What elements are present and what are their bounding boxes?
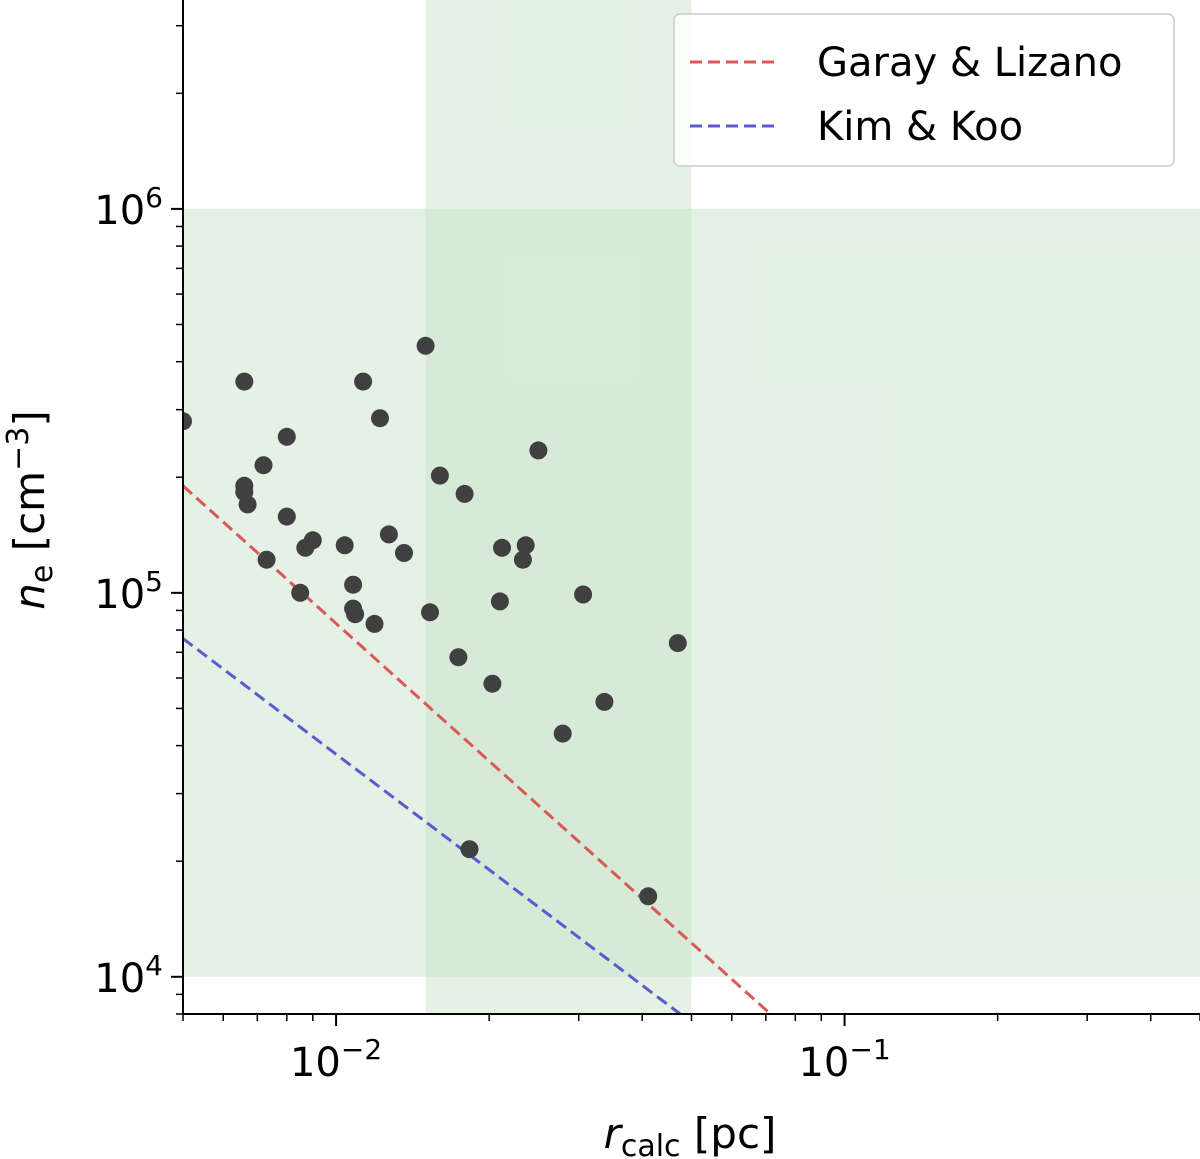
data-point	[354, 372, 373, 391]
data-point	[421, 603, 439, 622]
data-point	[303, 531, 322, 550]
data-point	[595, 692, 614, 711]
data-point	[416, 336, 435, 355]
vertical-span-region	[425, 0, 692, 1014]
x-tick-label: 10−1	[798, 1033, 890, 1086]
data-point	[277, 507, 296, 526]
model-line-1	[183, 484, 772, 1014]
data-point	[277, 427, 296, 446]
data-point	[483, 674, 502, 693]
data-point	[553, 724, 572, 743]
legend-box	[673, 13, 1175, 167]
data-point	[449, 648, 468, 667]
y-tick-label: 105	[94, 565, 163, 618]
data-point	[235, 372, 254, 391]
y-axis-label: ne [cm−3]	[1, 410, 60, 609]
data-point	[668, 634, 687, 653]
data-point	[395, 544, 413, 562]
data-point	[430, 466, 449, 485]
x-tick-label: 10−2	[290, 1033, 382, 1086]
data-point	[346, 605, 365, 624]
data-point	[513, 550, 532, 569]
data-point	[493, 538, 511, 557]
legend-label: Kim & Koo	[817, 104, 1023, 150]
data-point	[365, 614, 384, 633]
data-point	[254, 456, 273, 475]
x-axis-label: rcalc [pc]	[604, 1109, 777, 1159]
data-points	[183, 336, 687, 906]
data-point	[639, 887, 658, 906]
data-point	[379, 525, 398, 544]
legend: Garay & Lizano Kim & Koo	[673, 13, 1175, 167]
data-point	[455, 484, 474, 503]
shaded-regions	[183, 0, 1200, 1014]
data-point	[516, 536, 535, 555]
data-point	[460, 840, 479, 859]
model-lines	[183, 484, 772, 1014]
y-tick-label: 106	[94, 181, 163, 234]
data-point	[291, 583, 310, 602]
data-point	[238, 495, 257, 514]
data-point	[183, 412, 192, 431]
data-point	[344, 575, 363, 594]
data-point	[335, 536, 354, 555]
data-point	[257, 550, 276, 569]
legend-label: Garay & Lizano	[817, 40, 1123, 86]
y-tick-label: 104	[94, 949, 163, 1002]
data-point	[529, 441, 548, 460]
axes: 10−2 10−1 104 105 106	[94, 0, 1200, 1086]
data-point	[490, 592, 509, 611]
data-point	[371, 409, 389, 428]
model-line-2	[183, 637, 682, 1014]
data-point	[574, 585, 593, 604]
